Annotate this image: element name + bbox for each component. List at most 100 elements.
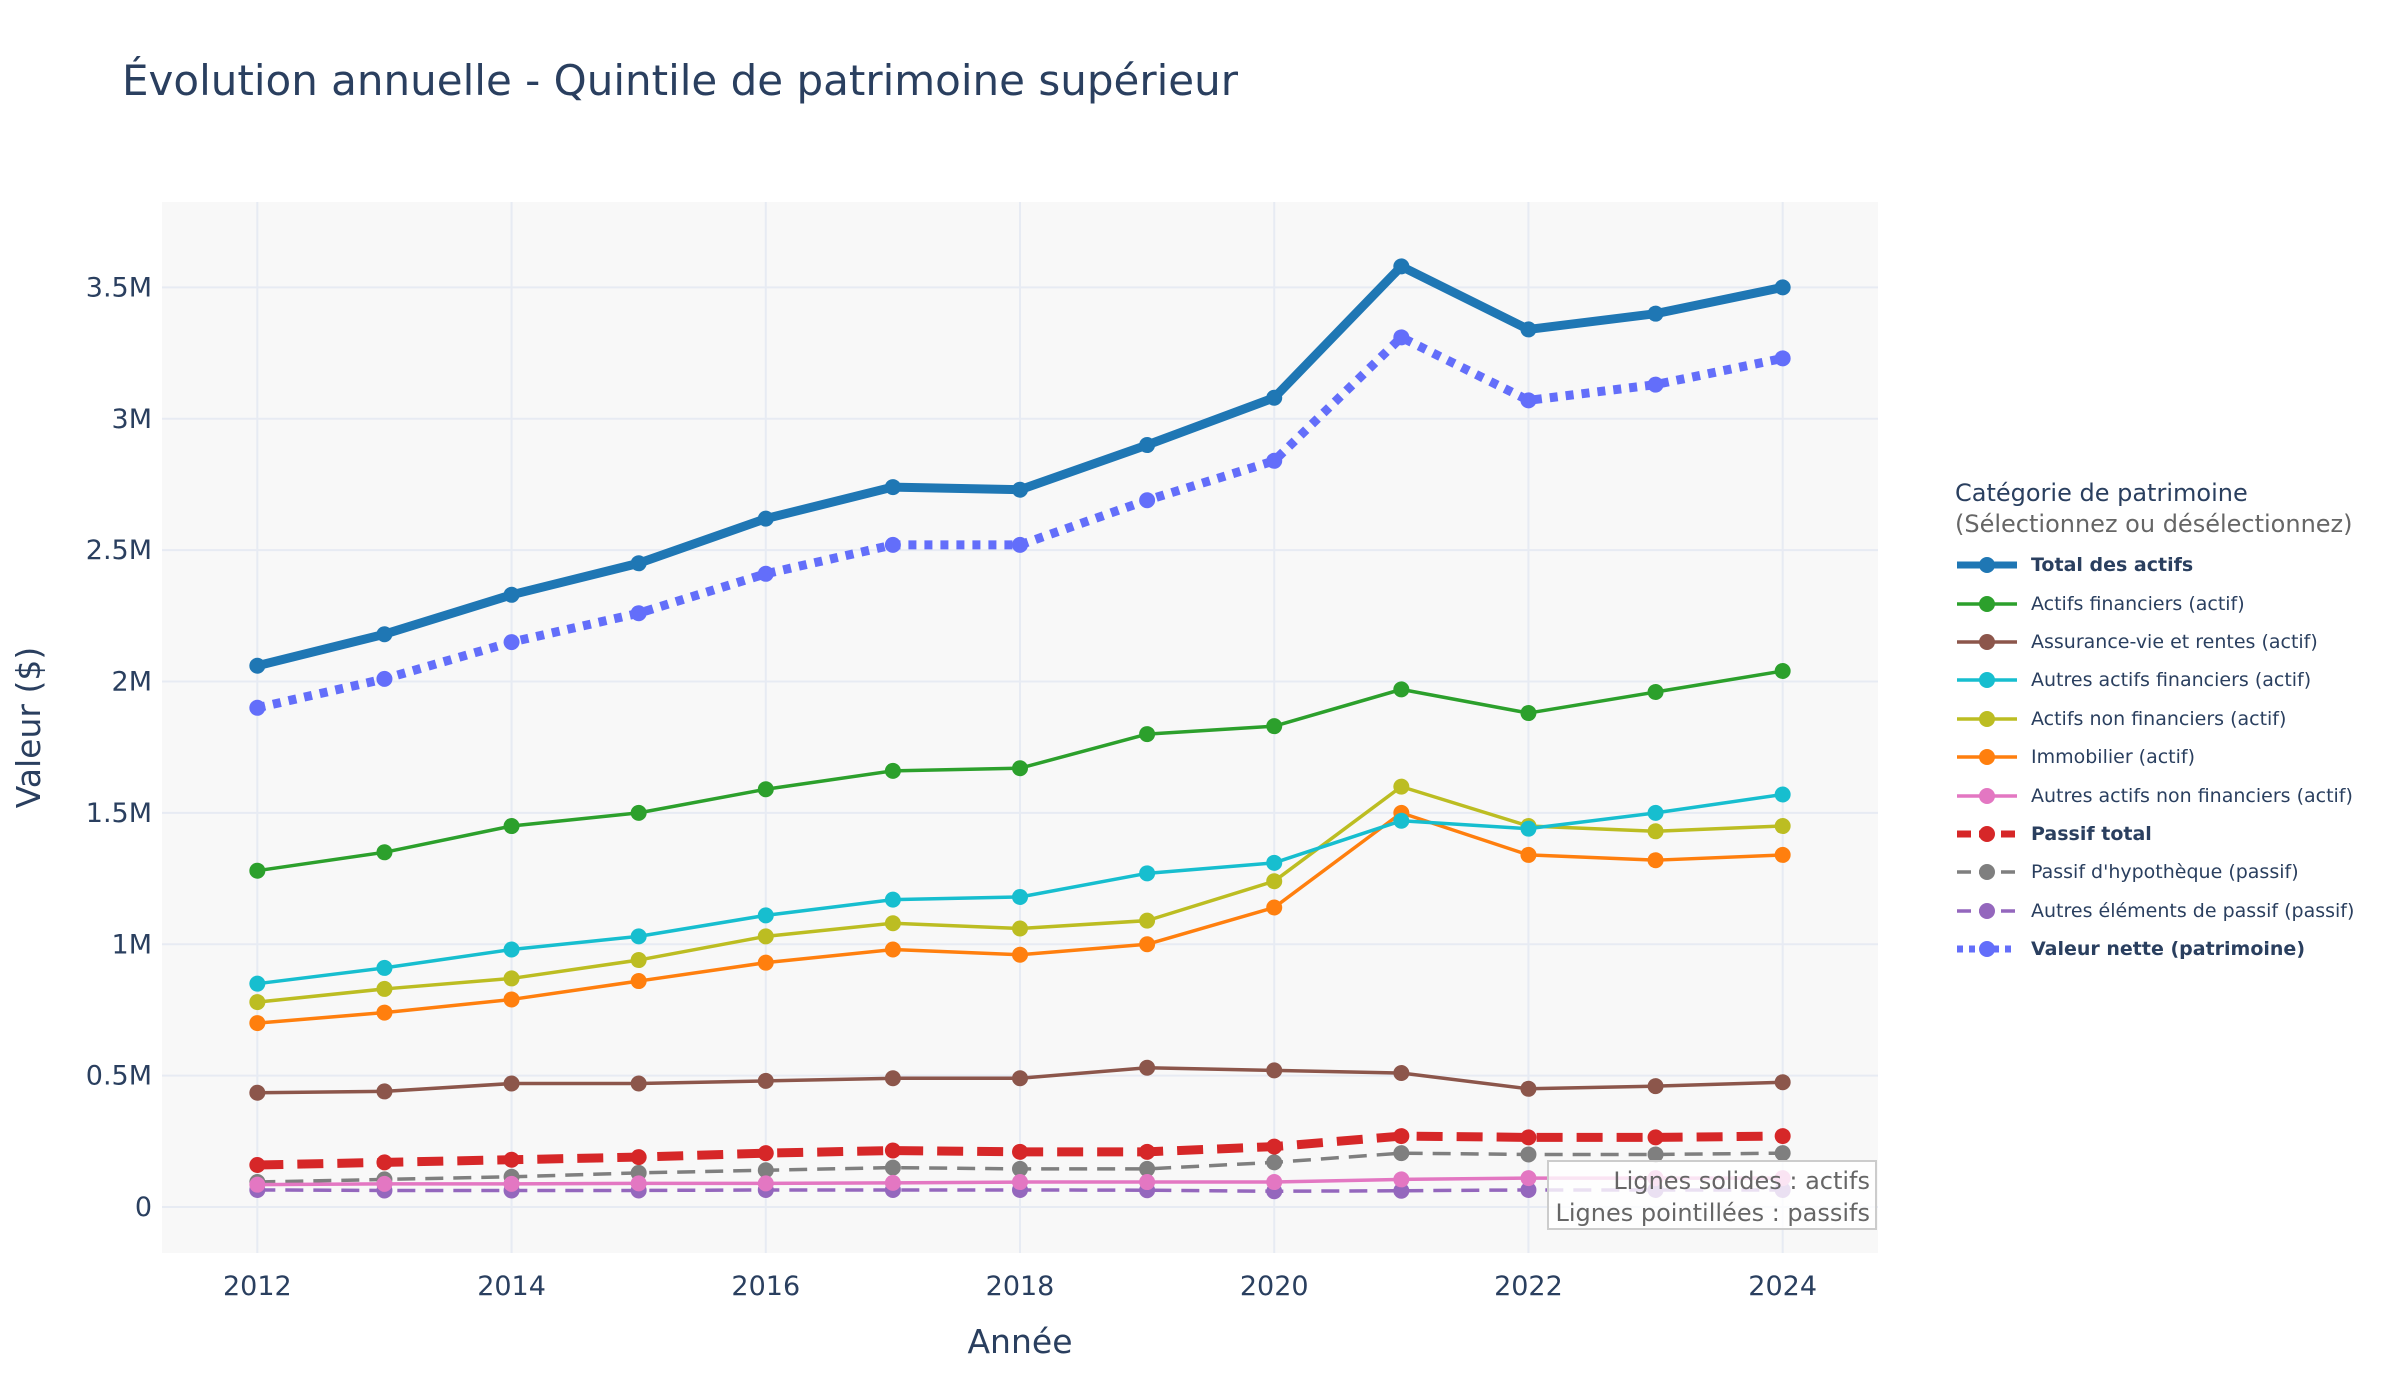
- data-point[interactable]: [503, 1151, 520, 1168]
- data-point[interactable]: [884, 1159, 901, 1176]
- data-point[interactable]: [757, 1162, 774, 1179]
- data-point[interactable]: [376, 959, 393, 976]
- legend-item-actifs-financiers-actif[interactable]: Actifs financiers (actif): [1955, 584, 2395, 622]
- data-point[interactable]: [1139, 936, 1156, 953]
- data-point[interactable]: [757, 954, 774, 971]
- data-point[interactable]: [503, 634, 520, 651]
- data-point[interactable]: [630, 1075, 647, 1092]
- data-point[interactable]: [1393, 1128, 1410, 1145]
- data-point[interactable]: [503, 818, 520, 835]
- legend-item-passif-d-hypotheque-passif[interactable]: Passif d'hypothèque (passif): [1955, 853, 2395, 891]
- legend-item-autres-actifs-financiers-actif[interactable]: Autres actifs financiers (actif): [1955, 661, 2395, 699]
- data-point[interactable]: [1012, 1160, 1028, 1177]
- data-point[interactable]: [249, 1084, 266, 1101]
- data-point[interactable]: [1774, 818, 1791, 835]
- data-point[interactable]: [1012, 1070, 1028, 1087]
- legend-item-total-des-actifs[interactable]: Total des actifs: [1955, 546, 2395, 584]
- legend-item-autres-elements-de-passif-passif[interactable]: Autres éléments de passif (passif): [1955, 892, 2395, 930]
- data-point[interactable]: [249, 994, 266, 1011]
- data-point[interactable]: [1647, 1146, 1664, 1163]
- data-point[interactable]: [503, 941, 520, 958]
- data-point[interactable]: [1139, 865, 1156, 882]
- data-point[interactable]: [1520, 1080, 1537, 1097]
- data-point[interactable]: [1012, 760, 1028, 777]
- data-point[interactable]: [1012, 481, 1028, 498]
- data-point[interactable]: [1266, 452, 1283, 469]
- data-point[interactable]: [1774, 786, 1791, 803]
- data-point[interactable]: [1647, 1078, 1664, 1095]
- data-point[interactable]: [376, 1154, 393, 1171]
- data-point[interactable]: [1774, 1074, 1791, 1091]
- data-point[interactable]: [1520, 820, 1537, 837]
- data-point[interactable]: [1520, 846, 1537, 863]
- data-point[interactable]: [1520, 1181, 1537, 1198]
- data-point[interactable]: [503, 991, 520, 1008]
- data-point[interactable]: [376, 1175, 393, 1192]
- data-point[interactable]: [1647, 823, 1664, 840]
- data-point[interactable]: [1266, 1154, 1283, 1171]
- data-point[interactable]: [630, 605, 647, 622]
- data-point[interactable]: [757, 1175, 774, 1192]
- data-point[interactable]: [1139, 492, 1156, 509]
- data-point[interactable]: [249, 862, 266, 879]
- data-point[interactable]: [884, 1174, 901, 1191]
- legend-item-immobilier-actif[interactable]: Immobilier (actif): [1955, 738, 2395, 776]
- data-point[interactable]: [630, 555, 647, 572]
- data-point[interactable]: [1647, 305, 1664, 322]
- data-point[interactable]: [1139, 912, 1156, 929]
- data-point[interactable]: [249, 1156, 266, 1173]
- data-point[interactable]: [1012, 946, 1028, 963]
- data-point[interactable]: [1774, 279, 1791, 296]
- data-point[interactable]: [1774, 846, 1791, 863]
- data-point[interactable]: [757, 565, 774, 582]
- data-point[interactable]: [503, 1075, 520, 1092]
- data-point[interactable]: [884, 941, 901, 958]
- data-point[interactable]: [1266, 718, 1283, 735]
- data-point[interactable]: [1266, 1174, 1283, 1191]
- data-point[interactable]: [503, 970, 520, 987]
- data-point[interactable]: [1774, 663, 1791, 680]
- data-point[interactable]: [1012, 888, 1028, 905]
- data-point[interactable]: [1774, 1145, 1791, 1162]
- data-point[interactable]: [757, 928, 774, 945]
- data-point[interactable]: [1647, 804, 1664, 821]
- data-point[interactable]: [757, 1145, 774, 1162]
- data-point[interactable]: [249, 699, 266, 716]
- data-point[interactable]: [1266, 899, 1283, 916]
- data-point[interactable]: [1520, 705, 1537, 722]
- data-point[interactable]: [757, 1072, 774, 1089]
- data-point[interactable]: [1139, 1174, 1156, 1191]
- data-point[interactable]: [884, 1142, 901, 1159]
- data-point[interactable]: [757, 907, 774, 924]
- data-point[interactable]: [1139, 1160, 1156, 1177]
- data-point[interactable]: [1266, 854, 1283, 871]
- data-point[interactable]: [249, 1176, 266, 1193]
- data-point[interactable]: [1520, 321, 1537, 338]
- data-point[interactable]: [884, 479, 901, 496]
- legend-item-valeur-nette-patrimoine[interactable]: Valeur nette (patrimoine): [1955, 930, 2395, 968]
- data-point[interactable]: [1139, 1143, 1156, 1160]
- data-point[interactable]: [1393, 1171, 1410, 1188]
- data-point[interactable]: [1266, 1138, 1283, 1155]
- data-point[interactable]: [1393, 1182, 1410, 1199]
- data-point[interactable]: [1393, 778, 1410, 795]
- legend-item-assurance-vie-et-rentes-actif[interactable]: Assurance-vie et rentes (actif): [1955, 623, 2395, 661]
- data-point[interactable]: [503, 1175, 520, 1192]
- data-point[interactable]: [1266, 1062, 1283, 1079]
- data-point[interactable]: [884, 536, 901, 553]
- data-point[interactable]: [1393, 812, 1410, 829]
- legend-item-passif-total[interactable]: Passif total: [1955, 815, 2395, 853]
- data-point[interactable]: [1393, 1065, 1410, 1082]
- data-point[interactable]: [1520, 1146, 1537, 1163]
- data-point[interactable]: [757, 510, 774, 527]
- data-point[interactable]: [376, 1083, 393, 1100]
- data-point[interactable]: [503, 586, 520, 603]
- data-point[interactable]: [1393, 258, 1410, 275]
- data-point[interactable]: [1266, 873, 1283, 890]
- data-point[interactable]: [1012, 536, 1028, 553]
- data-point[interactable]: [757, 781, 774, 798]
- data-point[interactable]: [1012, 1174, 1028, 1191]
- data-point[interactable]: [630, 804, 647, 821]
- data-point[interactable]: [1393, 1145, 1410, 1162]
- data-point[interactable]: [1647, 1129, 1664, 1146]
